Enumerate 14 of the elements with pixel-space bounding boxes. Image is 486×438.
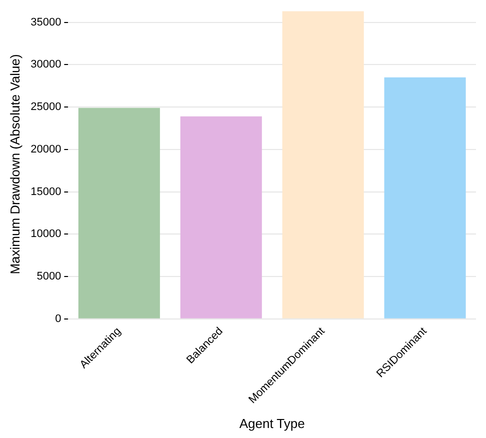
y-tick-label: 30000 [30, 58, 62, 71]
bar [384, 77, 466, 318]
y-tick-label: 10000 [30, 228, 62, 240]
y-tick-label: 25000 [30, 101, 62, 114]
x-axis-title: Agent Type [239, 416, 305, 431]
y-tick-label: 0 [55, 312, 62, 325]
bar [78, 108, 160, 318]
y-tick-label: 5000 [36, 270, 62, 283]
y-tick-label: 20000 [30, 143, 62, 156]
y-tick-label: 15000 [30, 186, 62, 198]
y-tick-label: 35000 [30, 16, 62, 28]
bar [180, 116, 262, 318]
y-axis-title: Maximum Drawdown (Absolute Value) [7, 54, 22, 274]
bar [282, 11, 364, 318]
